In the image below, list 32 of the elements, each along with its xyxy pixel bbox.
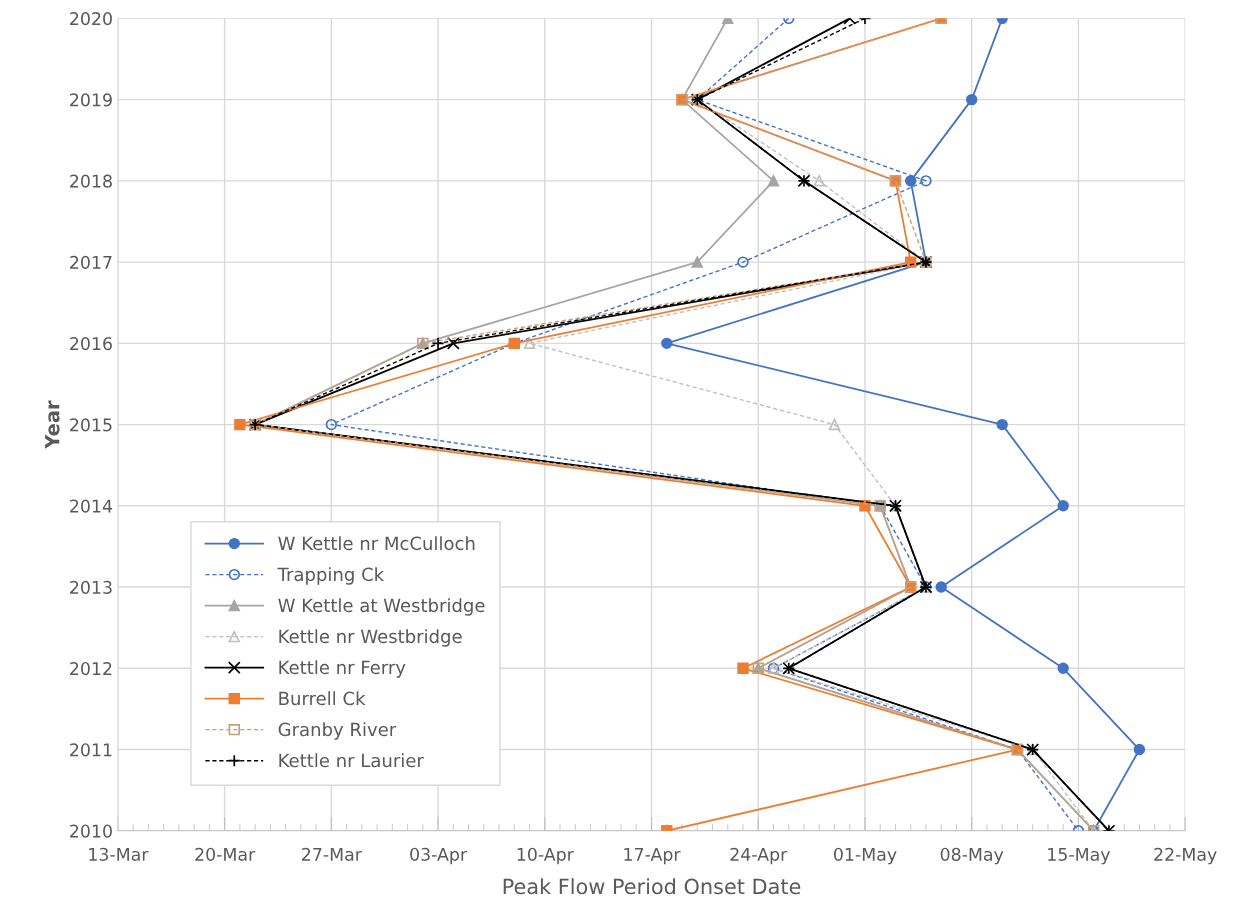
legend-label: Kettle nr Westbridge [279, 629, 462, 647]
x-tick-label: 20-Mar [195, 847, 256, 861]
legend-label: W Kettle at Westbridge [278, 598, 485, 616]
y-tick-label: 2011 [70, 743, 112, 757]
legend-label: Granby River [278, 722, 397, 740]
x-tick-label: 03-Apr [410, 847, 468, 865]
x-tick-label: 24-Apr [730, 847, 788, 865]
x-tick-label: 08-May [940, 847, 1004, 865]
y-tick-label: 2010 [70, 824, 112, 838]
y-tick-label: 2014 [70, 499, 113, 513]
x-tick-label: 22-May [1154, 847, 1217, 865]
legend-label: W Kettle nr McCulloch [278, 536, 475, 551]
y-tick-label: 2020 [70, 12, 112, 26]
y-tick-label: 2016 [70, 337, 112, 351]
x-axis-title: Peak Flow Period Onset Date [503, 878, 801, 895]
legend-label: Kettle nr Laurier [279, 753, 424, 768]
y-tick-label: 2019 [70, 93, 112, 107]
x-tick-label: 15-May [1048, 847, 1111, 865]
x-tick-label: 13-Mar [89, 847, 149, 861]
y-tick-label: 2012 [70, 662, 112, 676]
x-tick-label: 17-Apr [624, 847, 681, 865]
x-tick-label: 01-May [834, 847, 897, 865]
legend-label: Trapping Ck [277, 567, 385, 585]
y-tick-label: 2015 [70, 418, 112, 432]
y-tick-label: 2018 [70, 174, 112, 188]
legend-label: Kettle nr Ferry [279, 660, 406, 678]
y-tick-label: 2013 [70, 580, 112, 594]
legend-label: Burrell Ck [279, 691, 366, 706]
x-tick-label: 27-Mar [302, 847, 362, 861]
y-tick-label: 2017 [70, 255, 112, 269]
x-tick-label: 10-Apr [517, 847, 574, 865]
y-axis-title: Year [45, 400, 60, 449]
